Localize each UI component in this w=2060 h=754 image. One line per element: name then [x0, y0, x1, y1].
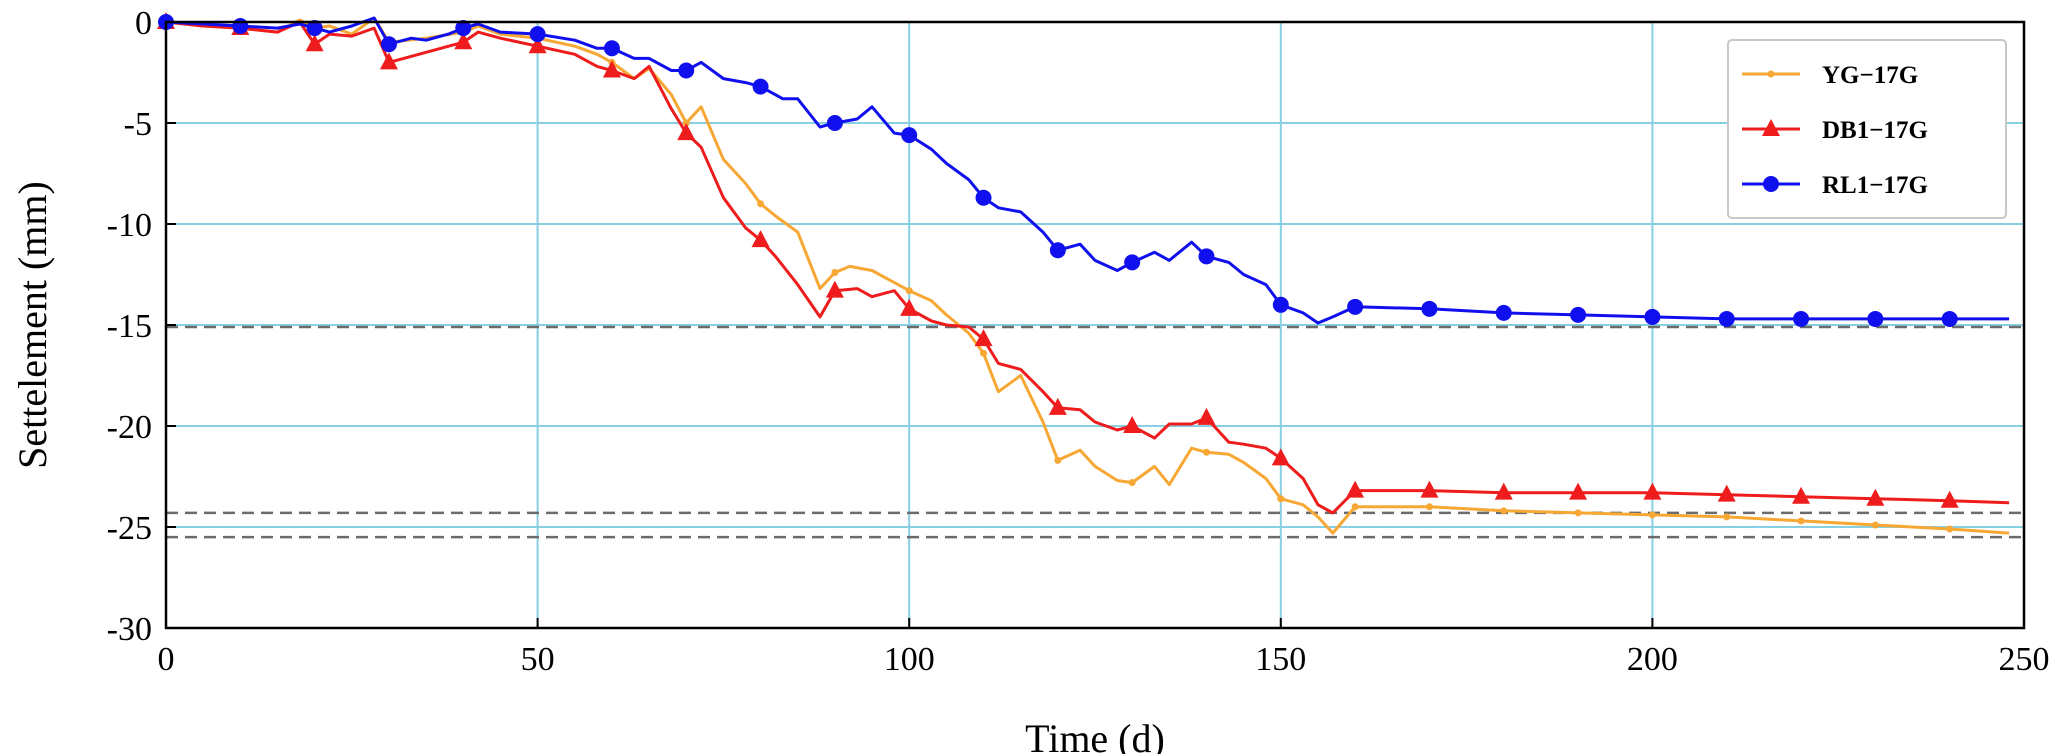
y-tick-label: -30	[107, 611, 152, 648]
x-tick-label: 50	[521, 641, 555, 678]
data-point-dot	[905, 287, 913, 295]
data-point-triangle	[1346, 480, 1365, 498]
data-point-circle	[1347, 298, 1364, 315]
data-point-triangle	[305, 34, 324, 52]
data-point-circle	[529, 26, 546, 43]
data-point-triangle	[1866, 488, 1885, 506]
y-tick-label: -20	[107, 409, 152, 446]
legend-item: YG−17G	[1742, 62, 1918, 89]
legend-item: RL1−17G	[1742, 172, 1928, 199]
data-point-triangle	[1643, 482, 1662, 500]
y-tick-label: -5	[124, 106, 152, 143]
data-point-dot	[1202, 448, 1210, 456]
data-point-dot	[980, 349, 988, 357]
data-point-dot	[1723, 513, 1731, 521]
x-tick-label: 150	[1255, 641, 1306, 678]
data-point-circle	[1941, 310, 1958, 327]
data-point-circle	[232, 18, 249, 35]
data-point-dot	[1946, 525, 1954, 533]
series-line	[165, 16, 2010, 325]
data-point-circle	[678, 62, 695, 79]
data-point-dot	[1128, 479, 1136, 487]
gridlines	[166, 22, 2024, 628]
data-point-circle	[826, 115, 843, 131]
data-point-circle	[1421, 300, 1438, 317]
data-point-circle	[455, 20, 472, 37]
data-point-circle	[1867, 310, 1884, 327]
x-tick-label: 0	[158, 641, 175, 678]
y-tick-label: -25	[107, 510, 152, 547]
data-point-circle	[901, 127, 918, 144]
x-axis-title: Time (d)	[1025, 716, 1165, 754]
legend: YG−17G DB1−17G RL1−17G	[1727, 39, 2007, 219]
data-point-dot	[1574, 509, 1582, 517]
data-point-triangle	[1048, 397, 1067, 415]
series-3	[158, 14, 2010, 327]
y-tick-label: -10	[107, 207, 152, 244]
data-point-triangle	[1940, 490, 1959, 508]
data-point-triangle	[974, 329, 993, 347]
data-point-dot	[1277, 495, 1285, 503]
data-point-circle	[1718, 310, 1735, 327]
data-point-triangle	[825, 280, 844, 298]
data-point-circle	[752, 78, 769, 95]
y-tick-label: -15	[107, 308, 152, 345]
data-point-dot	[1425, 503, 1433, 511]
data-point-dot	[1871, 521, 1879, 529]
data-point-triangle	[1792, 486, 1811, 504]
data-point-triangle	[1197, 407, 1216, 425]
y-axis-title: Settelement (mm)	[10, 181, 55, 469]
data-point-triangle	[379, 52, 398, 70]
data-point-dot	[831, 268, 839, 276]
axis-ticks: 0 50 100 150 200 250 0 -5 -10 -15 -20 -25 -30	[107, 5, 2050, 678]
data-point-circle	[1644, 308, 1661, 325]
data-point-dot	[1054, 456, 1062, 464]
data-point-dot	[682, 119, 690, 127]
data-point-circle	[380, 36, 397, 53]
data-point-triangle	[1569, 482, 1588, 500]
legend-label: DB1−17G	[1822, 117, 1928, 144]
data-point-dot	[1767, 70, 1775, 78]
data-point-circle	[1198, 248, 1215, 265]
legend-label: YG−17G	[1822, 62, 1918, 89]
data-point-circle	[975, 189, 992, 206]
data-point-dot	[1500, 507, 1508, 515]
data-point-triangle	[1762, 119, 1780, 136]
data-point-circle	[1495, 304, 1512, 321]
data-point-dot	[757, 200, 765, 208]
series-group	[157, 12, 2010, 535]
data-point-circle	[1124, 254, 1141, 271]
data-point-triangle	[1271, 448, 1290, 466]
x-tick-label: 200	[1627, 641, 1678, 678]
data-point-circle	[603, 40, 620, 57]
data-point-circle	[306, 20, 323, 37]
data-point-triangle	[900, 298, 919, 316]
data-point-triangle	[454, 32, 473, 50]
data-point-triangle	[677, 123, 696, 141]
x-tick-label: 100	[884, 641, 935, 678]
data-point-circle	[1272, 296, 1289, 313]
x-tick-label: 250	[1999, 641, 2050, 678]
reference-lines	[166, 325, 2024, 539]
data-point-triangle	[602, 60, 621, 78]
y-tick-label: 0	[135, 5, 152, 42]
series-2	[157, 12, 2010, 515]
data-point-triangle	[1717, 484, 1736, 502]
data-point-circle	[1763, 176, 1779, 192]
legend-label: RL1−17G	[1822, 172, 1928, 199]
data-point-circle	[1793, 310, 1810, 327]
data-point-dot	[1797, 517, 1805, 525]
data-point-triangle	[1420, 480, 1439, 498]
data-point-circle	[1570, 306, 1587, 323]
data-point-triangle	[751, 230, 770, 248]
data-point-dot	[1648, 511, 1656, 519]
data-point-dot	[1351, 503, 1359, 511]
data-point-triangle	[528, 36, 547, 54]
legend-item: DB1−17G	[1742, 117, 1928, 144]
data-point-triangle	[1123, 416, 1142, 433]
data-point-circle	[1049, 242, 1066, 259]
data-point-triangle	[1494, 482, 1513, 500]
legend-box	[1727, 39, 2007, 219]
